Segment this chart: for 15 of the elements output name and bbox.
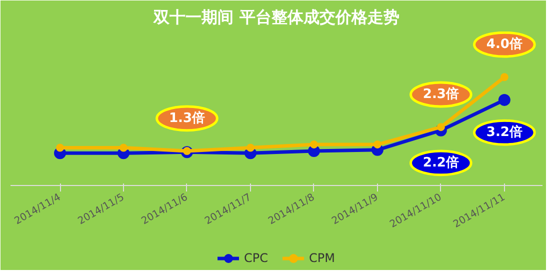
annotation: 2.2倍 [422, 154, 459, 170]
point [246, 144, 254, 152]
annotation: 3.2倍 [486, 124, 522, 140]
point [373, 140, 382, 148]
point [498, 94, 510, 106]
annotation: 4.0倍 [486, 36, 522, 52]
chart-title: 双十一期间 平台整体成交价格走势 [152, 8, 400, 26]
legend-label: CPC [244, 251, 268, 265]
point [500, 73, 508, 82]
point [56, 144, 64, 152]
annotation: 1.3倍 [168, 110, 206, 126]
point [120, 144, 128, 152]
annotation: 2.3倍 [422, 86, 459, 102]
point [310, 140, 318, 148]
legend-label: CPM [309, 251, 335, 265]
